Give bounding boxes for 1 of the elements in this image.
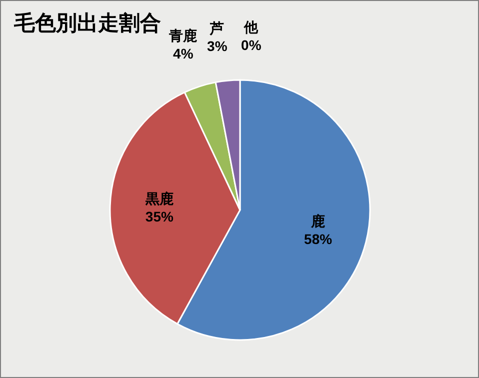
chart-title: 毛色別出走割合 xyxy=(13,11,161,35)
